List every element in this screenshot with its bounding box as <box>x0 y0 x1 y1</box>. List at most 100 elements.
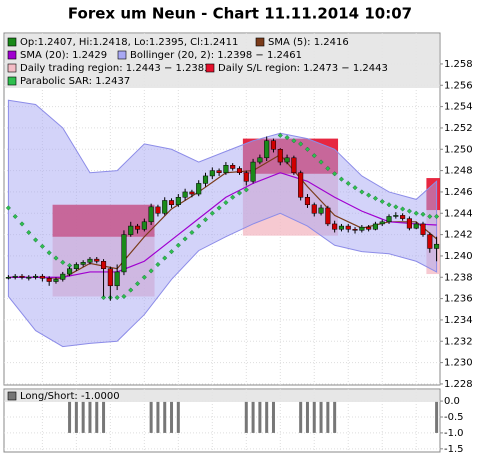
sar-dot <box>393 204 399 210</box>
candle-body <box>427 234 433 249</box>
candle-body <box>223 165 229 173</box>
candle-body <box>202 175 209 184</box>
sar-dot <box>155 261 161 268</box>
bar <box>176 401 180 433</box>
candle-body <box>33 275 39 278</box>
legend-label: Long/Short: -1.0000 <box>20 391 120 402</box>
candle-body <box>155 206 161 214</box>
sar-dot <box>209 210 215 216</box>
y-tick-label: 1.244 <box>444 208 473 219</box>
candle-body <box>243 172 249 182</box>
candle-body <box>114 271 120 287</box>
y-tick-label: 0.0 <box>444 396 460 407</box>
candle-body <box>60 273 66 280</box>
sar-dot <box>332 171 338 177</box>
legend-label: Daily S/L region: 1.2473 − 1.2443 <box>218 63 388 74</box>
candle-body <box>12 275 18 278</box>
bar <box>163 401 167 433</box>
bar <box>88 401 92 433</box>
sar-dot <box>400 206 406 212</box>
legend-label: Bollinger (20, 2): 1.2398 − 1.2461 <box>130 50 302 61</box>
bar <box>435 401 439 433</box>
y-tick-label: 1.240 <box>444 251 473 262</box>
bar <box>265 401 269 433</box>
candle-body <box>5 277 11 279</box>
bar <box>333 401 337 433</box>
sar-dot <box>386 202 392 208</box>
sar-dot <box>338 176 344 182</box>
candle-body <box>318 207 324 214</box>
candle-body <box>352 229 358 231</box>
candle-body <box>141 221 147 230</box>
candle-body <box>298 172 304 198</box>
sar-dot <box>33 237 39 243</box>
sar-dot <box>359 189 365 195</box>
chart-title: Forex um Neun - Chart 11.11.2014 10:07 <box>68 5 412 23</box>
candle-body <box>87 258 93 263</box>
sar-dot <box>413 210 419 216</box>
y-tick-label: 1.258 <box>444 59 473 70</box>
candle-body <box>19 275 25 278</box>
sar-dot <box>406 208 412 214</box>
candle-body <box>338 225 344 230</box>
candle-body <box>121 234 127 273</box>
sar-dot <box>19 221 25 227</box>
bar <box>95 401 99 433</box>
y-tick-label: 1.234 <box>444 315 473 326</box>
sar-dot <box>114 294 120 301</box>
sar-dot <box>175 242 181 248</box>
candle-body <box>420 223 426 235</box>
sma-line <box>8 172 437 278</box>
sar-dot <box>318 159 324 165</box>
legend-label: SMA (20): 1.2429 <box>20 50 107 61</box>
candle-body <box>216 170 222 173</box>
sar-dot <box>60 259 66 265</box>
candle-body <box>67 268 73 275</box>
sar-dot <box>39 243 45 249</box>
sar-dot <box>223 200 229 206</box>
candle-body <box>406 218 412 229</box>
sar-dot <box>420 211 426 217</box>
y-tick-label: 1.238 <box>444 272 473 283</box>
bar <box>319 401 323 433</box>
sar-dot <box>141 274 147 280</box>
legend-label: Parabolic SAR: 1.2437 <box>20 76 130 87</box>
candle-body <box>284 157 290 163</box>
sar-dot <box>277 132 283 138</box>
candle-body <box>107 268 113 287</box>
bar <box>102 401 106 433</box>
candle-body <box>39 275 45 279</box>
sar-dot <box>26 229 32 236</box>
sar-dot <box>53 255 59 261</box>
bar <box>156 401 160 433</box>
bar <box>305 401 309 433</box>
candle-body <box>80 262 86 265</box>
sar-dot <box>311 153 317 159</box>
y-tick-label: 1.228 <box>444 379 473 390</box>
sar-dot <box>5 205 11 211</box>
sar-dot <box>372 195 378 201</box>
sar-dot <box>434 213 440 220</box>
sar-dot <box>345 180 351 186</box>
candle-body <box>393 215 399 217</box>
y-tick-label: 1.248 <box>444 166 473 177</box>
sar-dot <box>168 249 175 255</box>
candle-body <box>264 140 270 159</box>
y-tick-label: 1.236 <box>444 294 473 305</box>
y-tick-label: -1.0 <box>444 428 464 439</box>
candle-body <box>311 204 317 214</box>
y-tick-label: 1.252 <box>444 123 473 134</box>
sar-dot <box>121 293 127 300</box>
sar-dot <box>46 250 52 256</box>
candle-body <box>230 165 236 169</box>
candle-body <box>304 197 311 205</box>
candle-body <box>236 168 243 173</box>
candle-body <box>46 278 52 282</box>
candle-body <box>128 225 134 235</box>
legend-swatch <box>117 50 127 60</box>
candle-body <box>413 223 419 229</box>
bar <box>251 401 255 433</box>
bar <box>170 401 174 433</box>
legend-label: SMA (5): 1.2416 <box>268 37 349 48</box>
